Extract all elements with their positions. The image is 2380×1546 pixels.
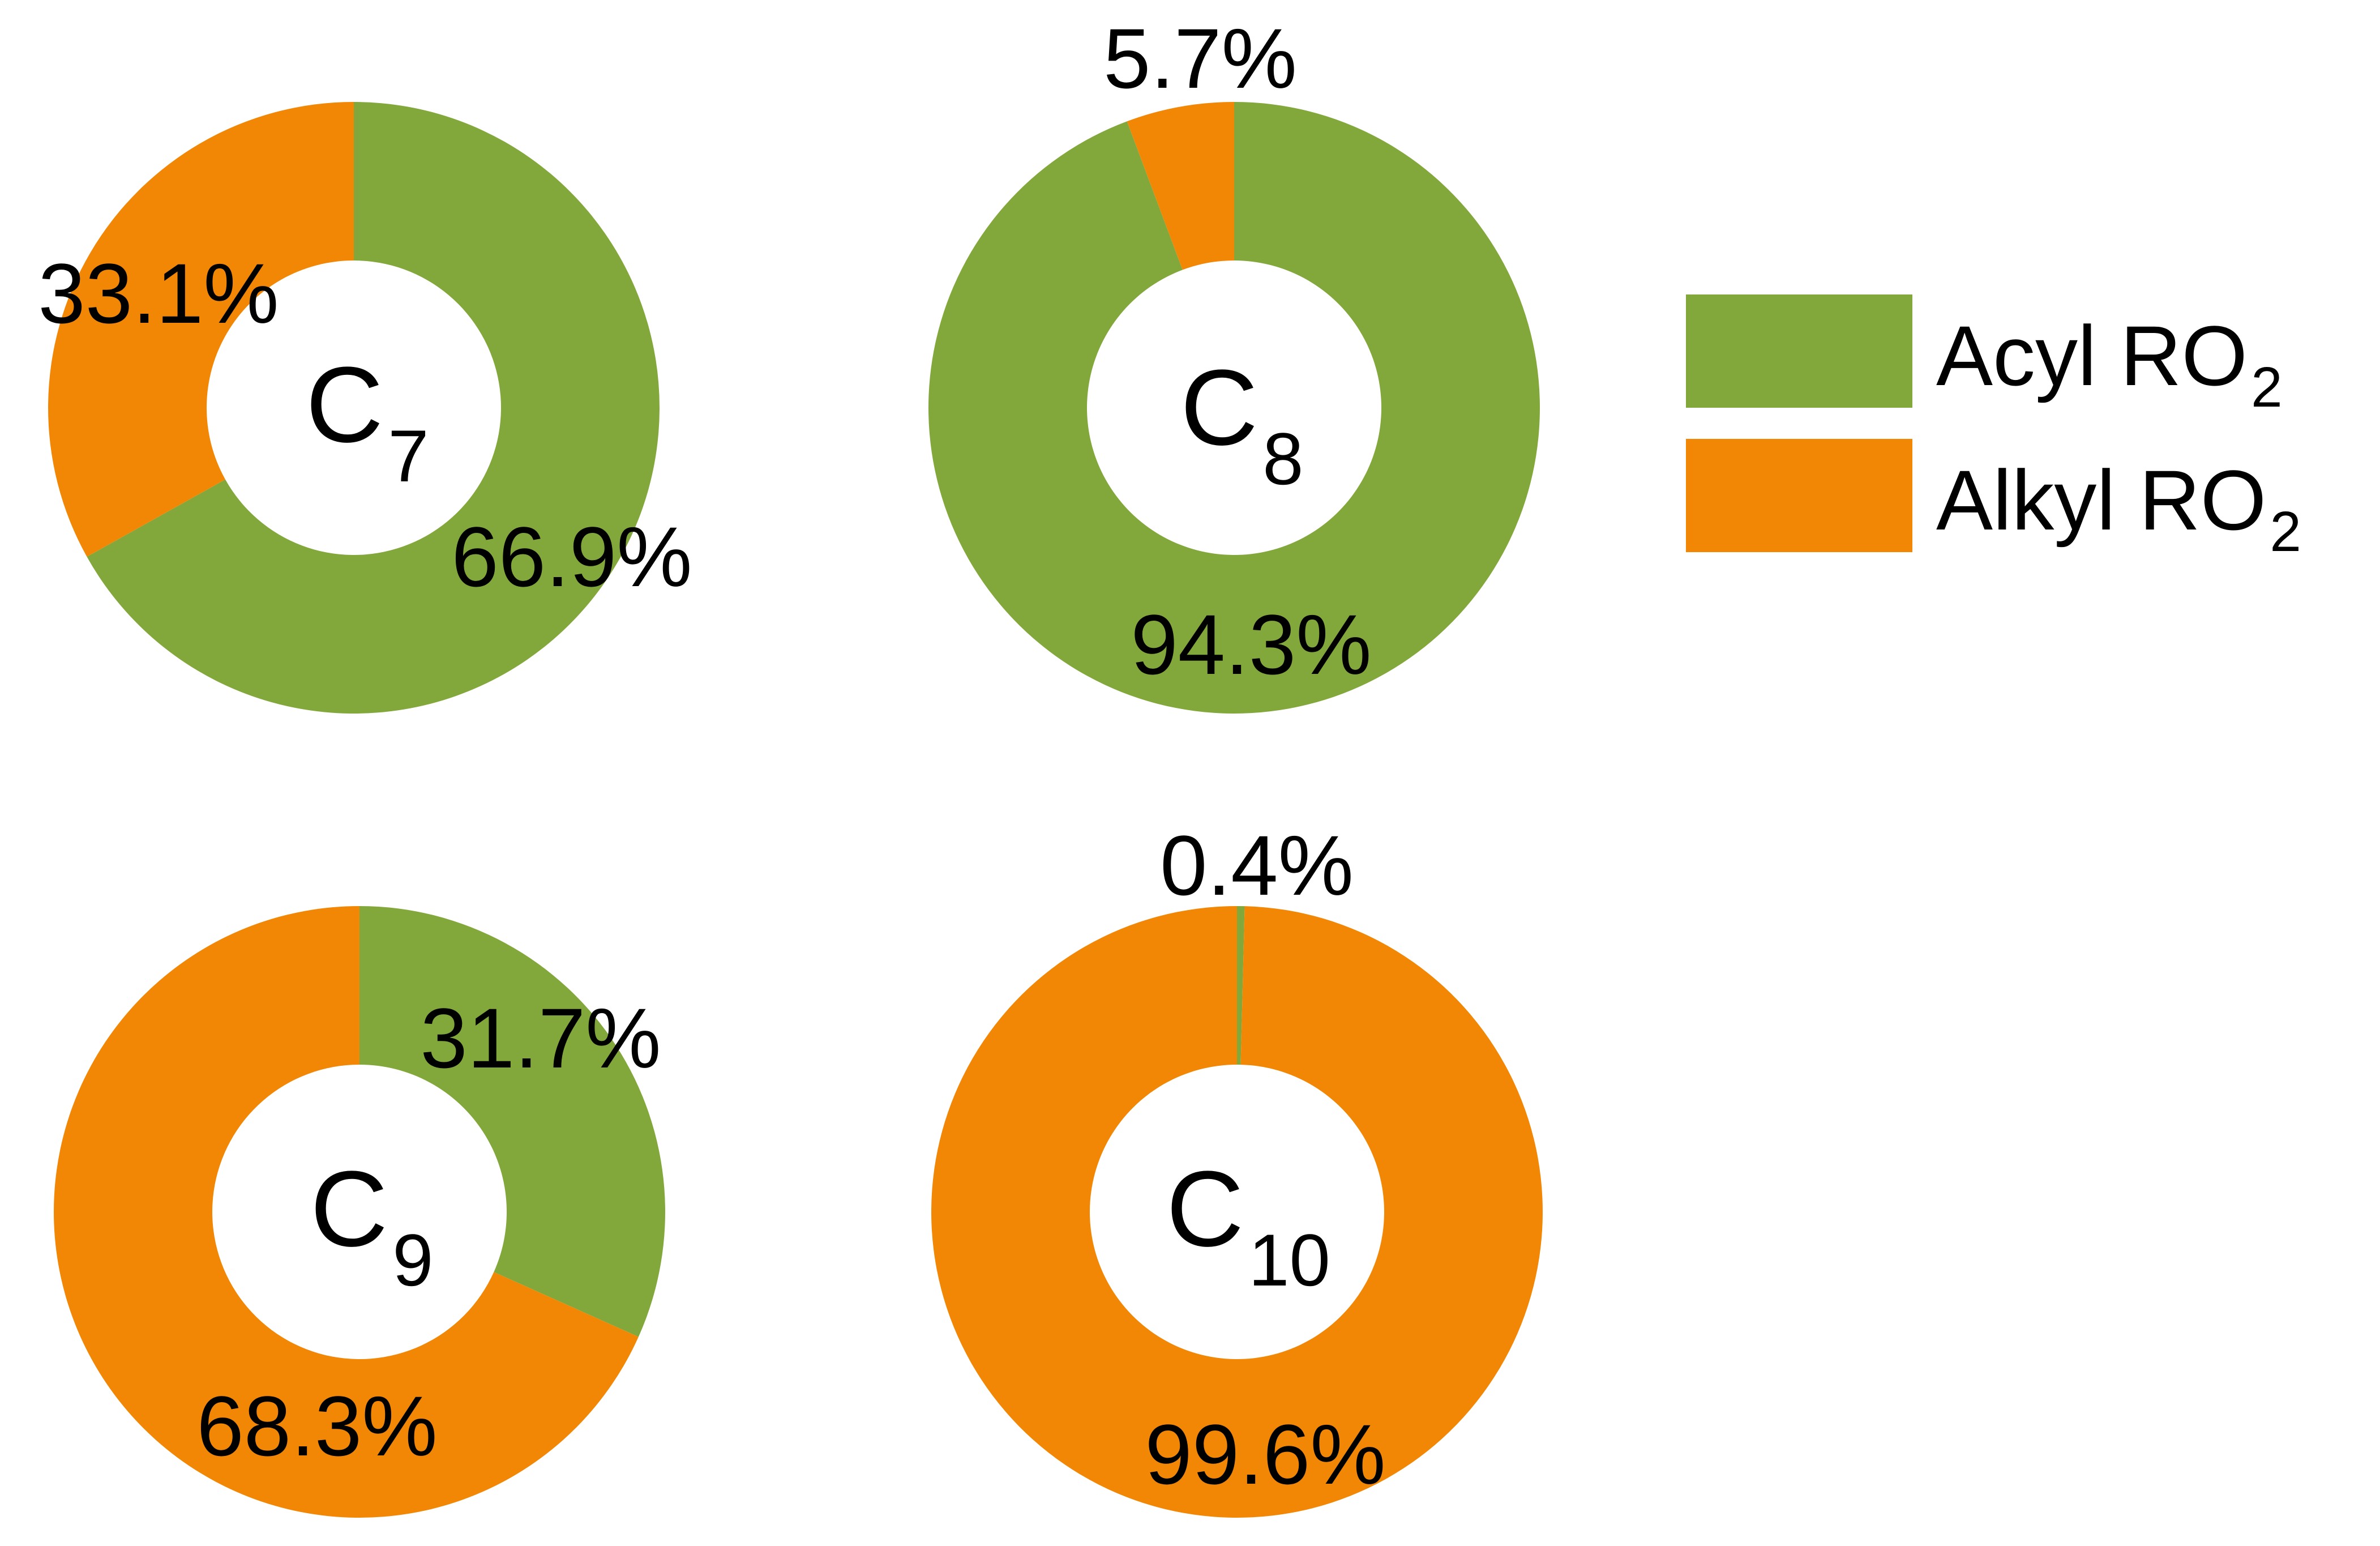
slice-c10-alkyl-ro2	[931, 906, 1543, 1518]
center-label-c8: C8	[1180, 348, 1304, 500]
donut-c10: 0.4% 99.6% C10	[931, 818, 1543, 1518]
slice-c10-acyl-ro2	[1237, 906, 1245, 1065]
slice-c8-alkyl-ro2	[1127, 102, 1234, 270]
center-label-c7: C7	[306, 345, 429, 497]
pct-label-c9-acyl-ro2: 31.7%	[420, 990, 661, 1086]
center-label-c10: C10	[1166, 1149, 1330, 1301]
slice-c7-acyl-ro2	[87, 102, 660, 714]
donut-c8: 94.3% 5.7% C8	[928, 11, 1540, 714]
slice-c9-acyl-ro2	[359, 906, 666, 1337]
slice-c7-alkyl-ro2	[48, 102, 354, 557]
slice-c8-acyl-ro2	[928, 102, 1540, 714]
donut-c9: 31.7% 68.3% C9	[53, 906, 666, 1518]
donut-c7: 66.9% 33.1% C7	[38, 102, 692, 714]
legend-label-alkyl: Alkyl RO2	[1936, 452, 2301, 563]
pct-label-c7-acyl-ro2: 66.9%	[451, 509, 692, 604]
pct-label-c10-alkyl-ro2: 99.6%	[1145, 1407, 1385, 1502]
pct-label-c10-acyl-ro2: 0.4%	[1160, 818, 1354, 913]
pct-label-c9-alkyl-ro2: 68.3%	[196, 1378, 437, 1474]
donut-charts: 66.9% 33.1% C7 94.3% 5.7% C8 31.7% 68.3% C9 0.4% 9…	[38, 11, 1543, 1518]
pct-label-c8-acyl-ro2: 94.3%	[1131, 597, 1371, 692]
legend-label-acyl: Acyl RO2	[1936, 308, 2283, 419]
legend-swatch-acyl	[1686, 294, 1912, 408]
legend: Acyl RO2 Alkyl RO2	[1686, 294, 2301, 563]
pct-label-c7-alkyl-ro2: 33.1%	[38, 246, 279, 341]
pct-label-c8-alkyl-ro2: 5.7%	[1103, 11, 1297, 106]
center-label-c9: C9	[310, 1149, 434, 1301]
legend-swatch-alkyl	[1686, 439, 1912, 552]
slice-c9-alkyl-ro2	[53, 906, 639, 1518]
